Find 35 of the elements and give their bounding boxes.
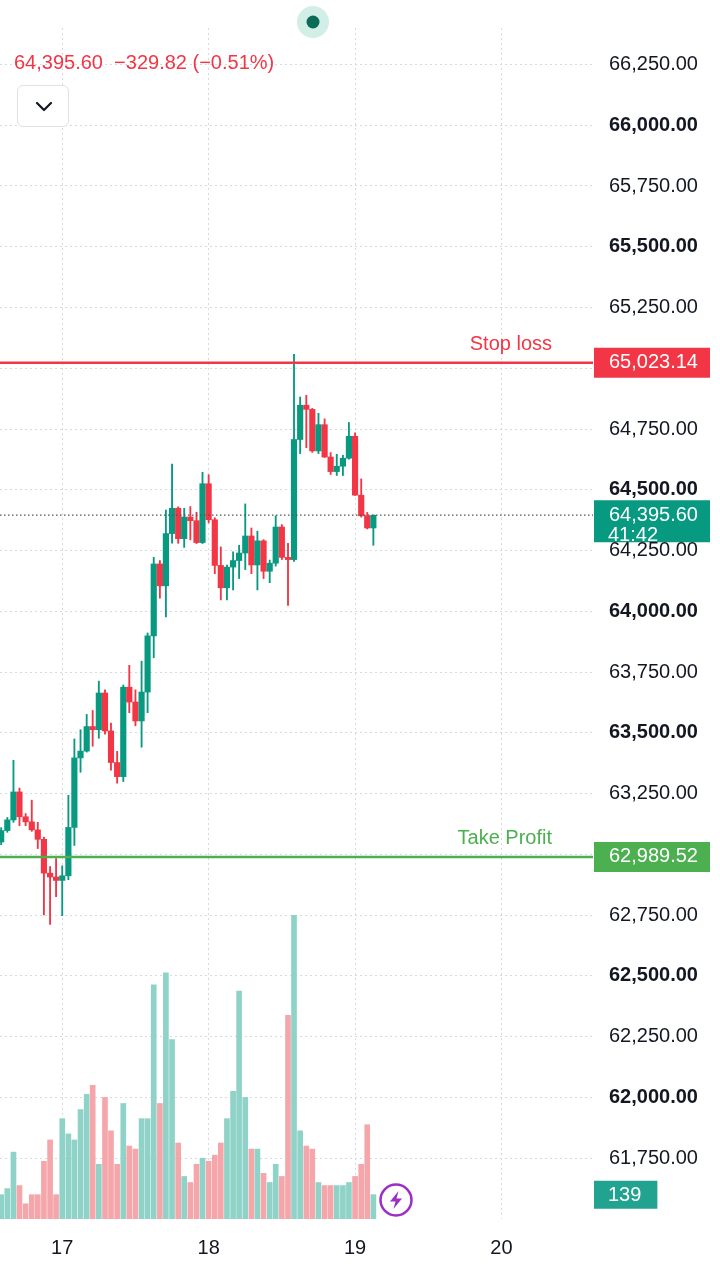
y-tick-label: 63,750.00	[609, 659, 698, 682]
text: 64,395.60 −329.82 (−0.51%)	[14, 50, 275, 75]
text: 139	[608, 1183, 642, 1206]
y-tick-label: 62,250.00	[609, 1024, 698, 1047]
bar	[96, 1163, 102, 1219]
x-tick-label: 18	[197, 1235, 220, 1258]
y-tick-label: 62,000.00	[609, 1084, 698, 1107]
y-tick-label: 61,750.00	[609, 1145, 698, 1168]
ref-line-label: Take Profit	[457, 825, 553, 848]
x-tick-label: 19	[343, 1235, 367, 1258]
bar	[175, 1142, 182, 1219]
bar	[157, 1103, 163, 1219]
y-tick-label: 62,500.00	[609, 963, 698, 986]
y-tick-label: 66,000.00	[609, 112, 698, 135]
bar	[120, 1103, 127, 1219]
y-tick-label: 63,250.00	[609, 781, 698, 804]
bar	[181, 1176, 188, 1219]
x-tick-label: 20	[490, 1235, 513, 1258]
y-tick-label: 65,500.00	[609, 234, 698, 257]
y-tick-label: 65,023.14	[609, 350, 698, 373]
y-tick-label: 63,500.00	[609, 720, 698, 743]
y-tick-label: 65,250.00	[609, 295, 698, 318]
y-tick-label: 65,750.00	[609, 173, 698, 196]
y-tick-label: 64,500.00	[609, 477, 698, 500]
candlestick	[53, 858, 60, 898]
y-tick-label: 62,750.00	[609, 902, 698, 925]
x-tick-label: 17	[51, 1235, 74, 1258]
y-tick-label: 62,989.52	[609, 844, 698, 867]
candlestick	[89, 710, 96, 747]
y-tick-label: 64,750.00	[609, 416, 698, 439]
bar	[89, 1084, 96, 1219]
y-tick-label: 66,250.00	[609, 51, 698, 74]
y-tick-label: 64,000.00	[609, 598, 698, 621]
y-tick-label: 64,395.60	[609, 502, 698, 525]
ref-line-label: Stop loss	[469, 331, 552, 354]
